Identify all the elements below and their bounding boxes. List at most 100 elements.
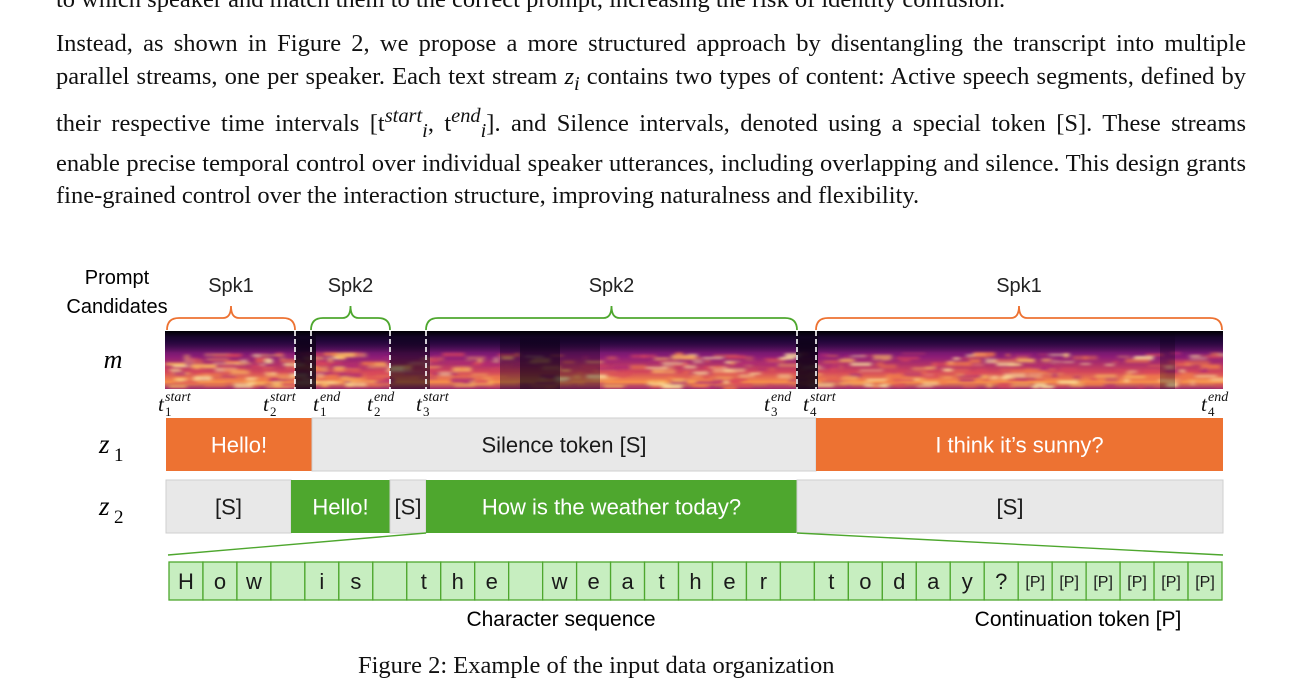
svg-text:start: start <box>165 390 192 405</box>
character-sequence-label: Character sequence <box>466 608 655 631</box>
continuation-token: [P] <box>1017 561 1053 601</box>
svg-text:[P]: [P] <box>1161 574 1181 591</box>
silence-segment: Silence token [S] <box>311 417 817 472</box>
char-cell: H <box>168 561 204 601</box>
char-cell: ? <box>983 561 1019 601</box>
row-label-z1: z 1 <box>98 429 124 466</box>
speech-segment: Hello! <box>166 418 312 471</box>
svg-text:o: o <box>214 569 226 594</box>
row-label-m: m <box>104 345 123 374</box>
svg-text:start: start <box>423 390 450 405</box>
char-cell <box>508 561 544 601</box>
speaker-brace <box>310 305 391 331</box>
char-cell: h <box>677 561 714 601</box>
svg-text:w: w <box>551 569 568 594</box>
paragraph-top-line: to which speaker and match them to the c… <box>56 0 1005 14</box>
svg-text:2: 2 <box>114 507 124 528</box>
svg-text:I think it’s sunny?: I think it’s sunny? <box>935 433 1103 458</box>
char-cell: t <box>406 561 442 601</box>
svg-text:z: z <box>98 491 110 521</box>
speaker-label: Spk2 <box>328 275 374 297</box>
svg-text:end: end <box>374 390 395 405</box>
char-cell: a <box>609 561 646 601</box>
svg-text:Silence token [S]: Silence token [S] <box>481 433 646 458</box>
svg-text:d: d <box>893 569 905 594</box>
svg-text:a: a <box>621 569 634 594</box>
char-cell: e <box>575 561 612 601</box>
char-cell: t <box>813 561 850 601</box>
svg-text:3: 3 <box>423 404 430 419</box>
svg-text:2: 2 <box>374 404 381 419</box>
char-cell: a <box>915 561 951 601</box>
svg-text:t: t <box>421 569 427 594</box>
segment-boundaries <box>294 331 817 389</box>
char-cell <box>779 561 816 601</box>
char-cell: e <box>711 561 748 601</box>
svg-text:How is the weather today?: How is the weather today? <box>482 495 741 520</box>
svg-text:Hello!: Hello! <box>312 495 368 520</box>
char-cell: s <box>338 561 374 601</box>
svg-text:4: 4 <box>1208 404 1215 419</box>
svg-text:[P]: [P] <box>1059 574 1079 591</box>
char-cell: d <box>881 561 917 601</box>
svg-text:s: s <box>350 569 361 594</box>
svg-text:[S]: [S] <box>215 495 242 520</box>
char-cell: t <box>643 561 680 601</box>
speaker-brace <box>166 305 296 331</box>
svg-text:t: t <box>158 392 165 416</box>
svg-text:[P]: [P] <box>1127 574 1147 591</box>
svg-text:t: t <box>828 569 834 594</box>
svg-text:[S]: [S] <box>395 495 422 520</box>
svg-text:t: t <box>1201 392 1208 416</box>
svg-text:end: end <box>1208 390 1229 405</box>
zoom-lines <box>167 532 1224 556</box>
svg-text:t: t <box>367 392 374 416</box>
char-cell: w <box>541 561 578 601</box>
char-cell: h <box>440 561 476 601</box>
svg-text:a: a <box>927 569 940 594</box>
text-stream-z2: [S] Hello! [S] How is the weather today? [S] <box>165 479 1224 534</box>
svg-text:e: e <box>587 569 599 594</box>
speaker-braces: Spk1 Spk2 Spk2 Spk1 <box>166 275 1223 331</box>
svg-text:1: 1 <box>114 445 124 466</box>
char-cell <box>372 561 408 601</box>
speech-segment: Hello! <box>291 480 390 533</box>
svg-text:r: r <box>760 569 767 594</box>
svg-text:e: e <box>723 569 735 594</box>
body-paragraph: Instead, as shown in Figure 2, we propos… <box>56 30 1246 210</box>
svg-text:2: 2 <box>270 404 277 419</box>
continuation-token: [P] <box>1085 561 1121 601</box>
char-cell: r <box>745 561 782 601</box>
svg-text:4: 4 <box>810 404 817 419</box>
speech-segment: I think it’s sunny? <box>816 418 1223 471</box>
char-cell: y <box>949 561 985 601</box>
continuation-token: [P] <box>1119 561 1155 601</box>
continuation-token-label: Continuation token [P] <box>975 608 1182 631</box>
char-cell: o <box>847 561 883 601</box>
svg-text:[P]: [P] <box>1093 574 1113 591</box>
svg-text:t: t <box>416 392 423 416</box>
speaker-label: Spk1 <box>996 275 1042 297</box>
svg-text:t: t <box>803 392 810 416</box>
svg-text:H: H <box>178 569 194 594</box>
svg-text:i: i <box>319 569 324 594</box>
svg-text:1: 1 <box>165 404 172 419</box>
speaker-label: Spk2 <box>589 275 635 297</box>
continuation-token: [P] <box>1187 561 1223 601</box>
prompt-candidates-label-2: Candidates <box>66 296 167 318</box>
svg-text:Hello!: Hello! <box>211 433 267 458</box>
svg-text:t: t <box>764 392 771 416</box>
svg-text:3: 3 <box>771 404 778 419</box>
svg-text:y: y <box>962 569 973 594</box>
char-cell: w <box>236 561 272 601</box>
silence-segment: [S] <box>165 479 292 534</box>
char-cell: e <box>474 561 510 601</box>
figure-caption: Figure 2: Example of the input data orga… <box>358 652 835 679</box>
